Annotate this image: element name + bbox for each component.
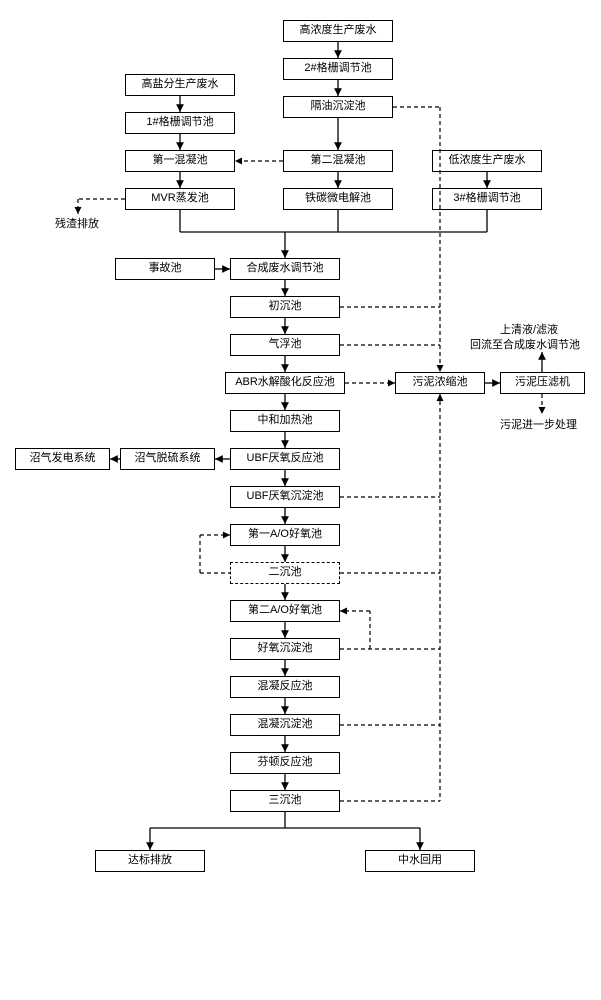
node-sludge-press: 污泥压滤机 bbox=[500, 372, 585, 394]
node-aerobic-settle: 好氧沉淀池 bbox=[230, 638, 340, 660]
node-discharge: 达标排放 bbox=[95, 850, 205, 872]
node-primary-settle: 初沉池 bbox=[230, 296, 340, 318]
node-grid3: 3#格栅调节池 bbox=[432, 188, 542, 210]
node-coag-react: 混凝反应池 bbox=[230, 676, 340, 698]
node-neutralize: 中和加热池 bbox=[230, 410, 340, 432]
node-reuse: 中水回用 bbox=[365, 850, 475, 872]
node-fe-c: 铁碳微电解池 bbox=[283, 188, 393, 210]
node-grid2: 2#格栅调节池 bbox=[283, 58, 393, 80]
node-oil-sep: 隔油沉淀池 bbox=[283, 96, 393, 118]
label-supernatant-line1: 上清液/滤液 bbox=[500, 321, 558, 337]
node-mix2: 第二混凝池 bbox=[283, 150, 393, 172]
node-high-conc-waste: 高浓度生产废水 bbox=[283, 20, 393, 42]
node-sludge-thicken: 污泥浓缩池 bbox=[395, 372, 485, 394]
node-mvr: MVR蒸发池 bbox=[125, 188, 235, 210]
node-ubf-react: UBF厌氧反应池 bbox=[230, 448, 340, 470]
node-coag-settle: 混凝沉淀池 bbox=[230, 714, 340, 736]
node-secondary-settle: 二沉池 bbox=[230, 562, 340, 584]
node-ao1: 第一A/O好氧池 bbox=[230, 524, 340, 546]
node-biogas-generate: 沼气发电系统 bbox=[15, 448, 110, 470]
node-third-settle: 三沉池 bbox=[230, 790, 340, 812]
node-accident: 事故池 bbox=[115, 258, 215, 280]
node-mix1: 第一混凝池 bbox=[125, 150, 235, 172]
node-synthesis: 合成废水调节池 bbox=[230, 258, 340, 280]
node-air-float: 气浮池 bbox=[230, 334, 340, 356]
label-supernatant-line2: 回流至合成废水调节池 bbox=[470, 336, 580, 352]
node-grid1: 1#格栅调节池 bbox=[125, 112, 235, 134]
label-sludge-further: 污泥进一步处理 bbox=[500, 416, 577, 432]
node-high-salt-waste: 高盐分生产废水 bbox=[125, 74, 235, 96]
node-biogas-desulfur: 沼气脱硫系统 bbox=[120, 448, 215, 470]
node-ao2: 第二A/O好氧池 bbox=[230, 600, 340, 622]
label-residue: 残渣排放 bbox=[55, 215, 99, 231]
node-fenton: 芬顿反应池 bbox=[230, 752, 340, 774]
node-low-conc-waste: 低浓度生产废水 bbox=[432, 150, 542, 172]
node-abr: ABR水解酸化反应池 bbox=[225, 372, 345, 394]
node-ubf-settle: UBF厌氧沉淀池 bbox=[230, 486, 340, 508]
